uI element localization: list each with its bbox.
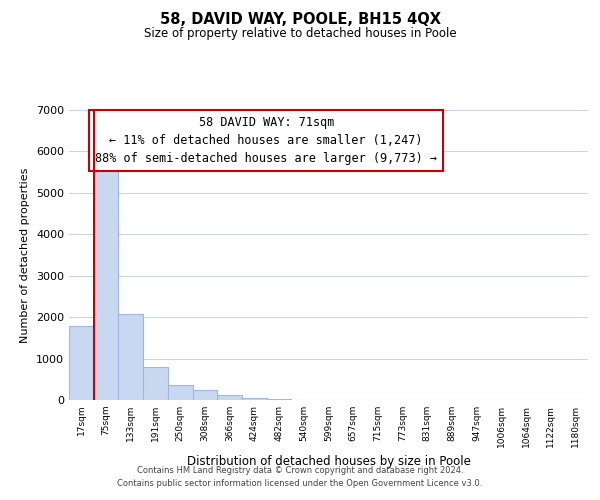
X-axis label: Distribution of detached houses by size in Poole: Distribution of detached houses by size …	[187, 456, 470, 468]
Text: 58 DAVID WAY: 71sqm
← 11% of detached houses are smaller (1,247)
88% of semi-det: 58 DAVID WAY: 71sqm ← 11% of detached ho…	[95, 116, 437, 165]
Text: 58, DAVID WAY, POOLE, BH15 4QX: 58, DAVID WAY, POOLE, BH15 4QX	[160, 12, 440, 28]
Bar	[242, 398, 267, 400]
Bar	[217, 396, 242, 400]
Bar	[143, 367, 168, 400]
Bar	[118, 314, 143, 400]
Bar	[267, 399, 292, 400]
Y-axis label: Number of detached properties: Number of detached properties	[20, 168, 31, 342]
Bar	[94, 160, 118, 400]
Text: Contains HM Land Registry data © Crown copyright and database right 2024.
Contai: Contains HM Land Registry data © Crown c…	[118, 466, 482, 487]
Bar	[69, 326, 94, 400]
Bar	[168, 384, 193, 400]
Bar	[193, 390, 217, 400]
Text: Size of property relative to detached houses in Poole: Size of property relative to detached ho…	[143, 28, 457, 40]
